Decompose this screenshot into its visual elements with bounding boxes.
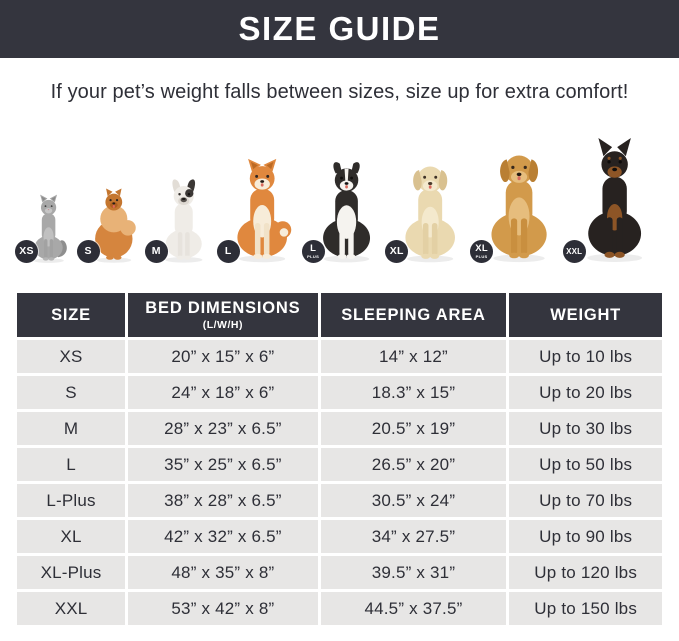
- size-badge-xl-plus: XL PLUS: [470, 240, 494, 263]
- size-badge-label: XXL: [566, 246, 583, 256]
- size-badge-label: L: [224, 245, 232, 258]
- size-badge-label: XL: [475, 243, 488, 255]
- weight-cell: Up to 10 lbs: [509, 340, 662, 373]
- column-header-sub: (L/W/H): [202, 319, 243, 331]
- size-cell: S: [17, 376, 126, 409]
- size-badge-xxl: XXL: [562, 240, 586, 263]
- sleeping-area-cell: 20.5” x 19”: [320, 412, 507, 445]
- bed-dimensions-cell: 28” x 23” x 6.5”: [128, 412, 318, 445]
- size-cell: XS: [17, 340, 126, 373]
- table-row: XL 42” x 32” x 6.5” 34” x 27.5” Up to 90 lb…: [17, 520, 662, 553]
- sleeping-area-cell: 18.3” x 15”: [320, 376, 507, 409]
- weight-cell: Up to 50 lbs: [509, 448, 662, 481]
- sleeping-area-cell: 14” x 12”: [320, 340, 507, 373]
- bed-dimensions-cell: 20” x 15” x 6”: [128, 340, 318, 373]
- sleeping-area-cell: 39.5” x 31”: [320, 556, 507, 589]
- pet-photo-labrador: [405, 166, 456, 263]
- size-cell: M: [17, 412, 126, 445]
- pet-photo-shiba-inu: [237, 158, 291, 263]
- sleeping-area-cell: 30.5” x 24”: [320, 484, 507, 517]
- size-badge-label: L: [310, 243, 317, 255]
- header-row: SIZE BED DIMENSIONS (L/W/H) SLEEPING AREA WE…: [17, 293, 662, 337]
- size-cell: XL-Plus: [17, 556, 126, 589]
- table-row: XXL 53” x 42” x 8” 44.5” x 37.5” Up to 150 …: [17, 592, 662, 625]
- table-row: M 28” x 23” x 6.5” 20.5” x 19” Up to 30 lbs: [17, 412, 662, 445]
- size-badge-label: S: [84, 245, 92, 258]
- column-header-sleeping-area: SLEEPING AREA: [320, 293, 507, 337]
- table-row: XL-Plus 48” x 35” x 8” 39.5” x 31” Up to 12…: [17, 556, 662, 589]
- sleeping-area-cell: 26.5” x 20”: [320, 448, 507, 481]
- size-table: SIZE BED DIMENSIONS (L/W/H) SLEEPING AREA WE…: [14, 290, 665, 628]
- header-banner: SIZE GUIDE: [0, 0, 679, 58]
- weight-cell: Up to 70 lbs: [509, 484, 662, 517]
- column-header-size: SIZE: [17, 293, 126, 337]
- pet-photo-doberman: [586, 138, 642, 262]
- pet-figure-xxl: XXL: [562, 138, 655, 264]
- pet-photo-french-bulldog: [164, 179, 203, 263]
- size-badge-label: XS: [19, 245, 34, 258]
- weight-cell: Up to 150 lbs: [509, 592, 662, 625]
- size-cell: L-Plus: [17, 484, 126, 517]
- pet-figure-l-plus: L PLUS: [301, 160, 380, 264]
- size-badge-label: M: [151, 245, 161, 258]
- pet-photo-cat: [33, 194, 67, 263]
- pet-figure-xl-plus: XL PLUS: [470, 146, 557, 264]
- pet-photo-pomeranian: [94, 188, 136, 263]
- table-row: L 35” x 25” x 6.5” 26.5” x 20” Up to 50 lbs: [17, 448, 662, 481]
- pet-size-comparison-row: XS S M L L PLUS XL XL PLUS XXL: [15, 112, 655, 264]
- size-table-header: SIZE BED DIMENSIONS (L/W/H) SLEEPING AREA WE…: [17, 293, 662, 337]
- size-badge-s: S: [76, 240, 100, 263]
- size-badge-xl: XL: [385, 240, 409, 263]
- table-row: S 24” x 18” x 6” 18.3” x 15” Up to 20 lbs: [17, 376, 662, 409]
- pet-figure-xs: XS: [15, 194, 71, 264]
- pet-figure-xl: XL: [385, 158, 464, 264]
- size-badge-l-plus: L PLUS: [301, 240, 325, 263]
- size-badge-sub-label: PLUS: [475, 253, 488, 259]
- pet-figure-m: M: [144, 178, 211, 264]
- size-table-body: XS 20” x 15” x 6” 14” x 12” Up to 10 lbs S 24…: [17, 340, 662, 625]
- column-header-bed-dimensions: BED DIMENSIONS (L/W/H): [128, 293, 318, 337]
- size-badge-sub-label: PLUS: [307, 253, 320, 259]
- sleeping-area-cell: 44.5” x 37.5”: [320, 592, 507, 625]
- size-cell: L: [17, 448, 126, 481]
- pet-photo-golden-retriever: [491, 155, 547, 263]
- table-row: XS 20” x 15” x 6” 14” x 12” Up to 10 lbs: [17, 340, 662, 373]
- bed-dimensions-cell: 42” x 32” x 6.5”: [128, 520, 318, 553]
- column-header-weight: WEIGHT: [509, 293, 662, 337]
- pet-figure-l: L: [216, 158, 296, 264]
- page-title: SIZE GUIDE: [238, 10, 441, 47]
- size-cell: XXL: [17, 592, 126, 625]
- weight-cell: Up to 90 lbs: [509, 520, 662, 553]
- bed-dimensions-cell: 24” x 18” x 6”: [128, 376, 318, 409]
- size-cell: XL: [17, 520, 126, 553]
- bed-dimensions-cell: 53” x 42” x 8”: [128, 592, 318, 625]
- sleeping-area-cell: 34” x 27.5”: [320, 520, 507, 553]
- table-row: L-Plus 38” x 28” x 6.5” 30.5” x 24” Up to 7…: [17, 484, 662, 517]
- weight-cell: Up to 20 lbs: [509, 376, 662, 409]
- subtitle: If your pet’s weight falls between sizes…: [50, 81, 629, 103]
- bed-dimensions-cell: 35” x 25” x 6.5”: [128, 448, 318, 481]
- size-badge-xs: XS: [15, 240, 38, 263]
- weight-cell: Up to 30 lbs: [509, 412, 662, 445]
- size-badge-l: L: [216, 240, 240, 263]
- size-badge-label: XL: [389, 245, 404, 258]
- size-badge-m: M: [144, 240, 168, 263]
- bed-dimensions-cell: 48” x 35” x 8”: [128, 556, 318, 589]
- bed-dimensions-cell: 38” x 28” x 6.5”: [128, 484, 318, 517]
- pet-figure-s: S: [76, 184, 140, 264]
- pet-photo-border-collie: [322, 162, 370, 263]
- weight-cell: Up to 120 lbs: [509, 556, 662, 589]
